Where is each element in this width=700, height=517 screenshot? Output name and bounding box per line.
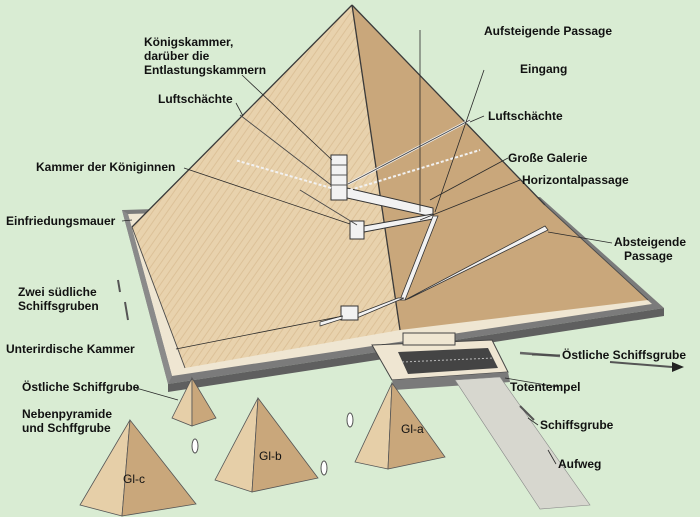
label-nebenpyramide-2: und Schffgrube [22,421,111,435]
label-gl-a: Gl-a [401,422,424,436]
pyramid-face-right [352,5,648,330]
interior-structures [234,114,549,327]
label-schiffsgruben-sued-1: Zwei südliche [18,285,97,299]
label-absteigende-1: Absteigende [614,235,686,249]
label-nebenpyramide-1: Nebenpyramide [22,407,112,421]
label-luftschaechte-left: Luftschächte [158,92,233,106]
label-oestliche-schiffsgrube: Östliche Schiffsgrube [562,347,686,362]
label-kammer-koeniginnen: Kammer der Königinnen [36,160,175,174]
label-horizontalpassage: Horizontalpassage [522,173,629,187]
label-einfriedungsmauer: Einfriedungsmauer [6,214,116,228]
label-koenigskammer-1: Königskammer, [144,35,233,49]
mortuary-temple [371,332,591,510]
subterranean-chamber [340,305,359,321]
label-schiffsgruben-sued-2: Schiffsgruben [18,299,99,313]
satellite-pyramid-small [171,376,217,427]
leader-lines [121,30,613,465]
pyramid-gl-a [354,381,446,470]
great-pyramid [131,4,649,369]
label-schiffsgrube: Schiffsgrube [540,418,614,432]
boat-pits [117,279,684,476]
labels: Königskammer, darüber die Entlastungskam… [6,24,686,486]
label-oestliche-schiffgrube: Östliche Schiffgrube [22,379,140,394]
descending-upper [404,225,549,301]
label-grosse-galerie: Große Galerie [508,151,588,165]
label-unterirdische-kammer: Unterirdische Kammer [6,342,135,356]
pyramid-face-left [132,5,400,368]
label-aufsteigende-passage: Aufsteigende Passage [484,24,612,38]
label-luftschaechte-right: Luftschächte [488,109,563,123]
causeway [454,376,591,510]
queens-chamber [349,220,365,240]
label-absteigende-2: Passage [624,249,673,263]
label-koenigskammer-3: Entlastungskammern [144,63,266,77]
pyramid-gl-b [214,396,319,493]
label-eingang: Eingang [520,62,567,76]
label-aufweg: Aufweg [558,457,601,471]
kings-chamber [330,154,348,201]
label-gl-c: Gl-c [123,472,145,486]
label-koenigskammer-2: darüber die [144,49,210,63]
label-gl-b: Gl-b [259,449,282,463]
label-totentempel: Totentempel [510,380,580,394]
pyramid-gl-c [79,418,197,517]
